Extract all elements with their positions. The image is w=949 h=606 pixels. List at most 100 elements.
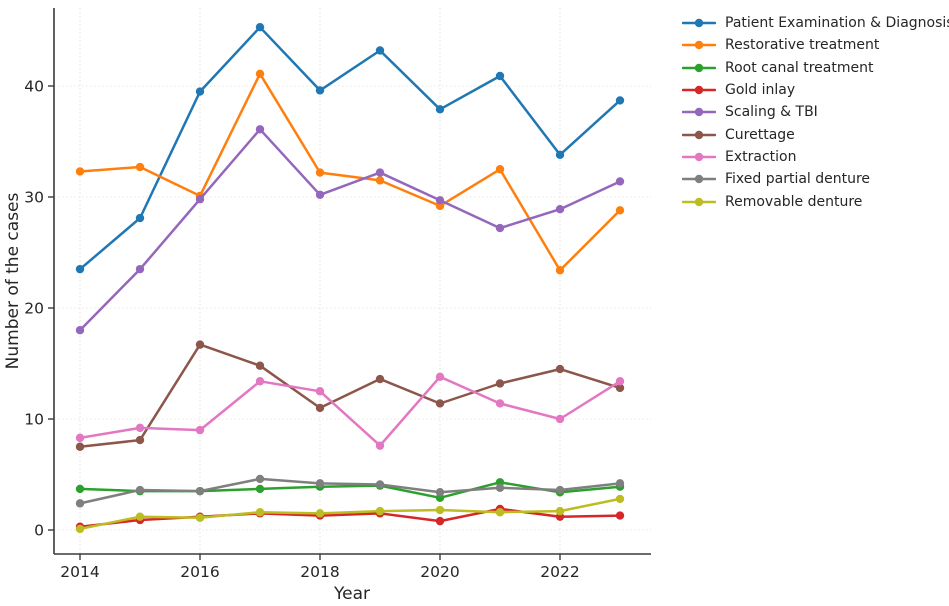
data-point-marker[interactable] [75,433,85,443]
data-point-marker[interactable] [135,485,145,495]
data-point-marker[interactable] [255,361,265,370]
data-point-marker[interactable] [315,509,325,518]
legend-dot [694,130,704,139]
data-point-marker[interactable] [495,508,505,517]
data-point-marker[interactable] [435,505,445,515]
data-point-marker[interactable] [255,22,265,32]
legend-dot [694,18,704,28]
data-point-marker[interactable] [495,379,505,388]
data-point-marker[interactable] [255,508,265,517]
data-point-marker[interactable] [555,414,565,424]
legend-item[interactable]: Restorative treatment [682,34,949,56]
data-point-marker[interactable] [135,423,145,433]
data-point-marker[interactable] [375,176,385,185]
data-point-marker[interactable] [375,506,385,516]
data-point-marker[interactable] [75,264,85,274]
x-tick-label: 2018 [300,563,339,581]
data-point-marker[interactable] [195,425,205,435]
data-point-marker[interactable] [495,71,505,81]
data-point-marker[interactable] [315,86,325,95]
data-point-marker[interactable] [75,442,85,451]
data-point-marker[interactable] [255,377,265,386]
legend-item[interactable]: Scaling & TBI [682,101,949,123]
data-point-marker[interactable] [615,494,625,504]
data-point-marker[interactable] [435,488,445,497]
legend-marker-icon [682,85,716,95]
data-point-marker[interactable] [195,486,205,496]
data-point-marker[interactable] [135,213,145,223]
data-point-marker[interactable] [135,435,145,445]
data-point-marker[interactable] [135,162,145,172]
data-point-marker[interactable] [195,513,205,522]
data-point-marker[interactable] [255,484,265,494]
data-point-marker[interactable] [555,205,565,214]
legend-marker-icon [682,63,716,72]
data-point-marker[interactable] [495,483,505,493]
y-axis-title: Number of the cases [3,193,23,370]
legend-item[interactable]: Patient Examination & Diagnosis [682,12,949,34]
data-point-marker[interactable] [315,479,325,488]
data-point-marker[interactable] [255,474,265,484]
series-line [78,375,622,447]
data-point-marker[interactable] [495,223,505,233]
data-point-marker[interactable] [555,485,565,495]
data-point-marker[interactable] [195,195,205,204]
series-restorative-treatment [75,69,625,275]
legend-dot [694,152,704,162]
legend-label: Gold inlay [725,82,796,99]
data-point-marker[interactable] [315,190,325,199]
data-point-marker[interactable] [375,374,385,384]
data-point-marker[interactable] [135,512,145,521]
data-point-marker[interactable] [555,150,565,160]
data-point-marker[interactable] [315,403,325,413]
data-point-marker[interactable] [75,499,85,508]
data-point-marker[interactable] [75,484,85,494]
data-point-marker[interactable] [435,372,445,382]
legend-item[interactable]: Removable denture [682,190,949,212]
legend-item[interactable]: Curettage [682,123,949,145]
data-point-marker[interactable] [615,96,625,105]
data-point-marker[interactable] [555,364,565,374]
data-point-marker[interactable] [615,383,625,393]
data-point-marker[interactable] [315,168,325,177]
data-point-marker[interactable] [375,46,385,55]
data-point-marker[interactable] [75,524,85,534]
data-point-marker[interactable] [75,326,85,335]
data-point-marker[interactable] [75,167,85,176]
data-point-marker[interactable] [435,196,445,205]
data-point-marker[interactable] [615,479,625,488]
data-point-marker[interactable] [495,399,505,408]
legend-marker-icon [682,152,716,162]
legend-item[interactable]: Root canal treatment [682,57,949,79]
data-point-marker[interactable] [435,399,445,408]
legend-item[interactable]: Gold inlay [682,79,949,101]
y-tick-label: 0 [34,522,44,540]
data-point-marker[interactable] [555,506,565,516]
data-point-marker[interactable] [495,165,505,174]
data-point-marker[interactable] [435,105,445,114]
data-point-marker[interactable] [375,480,385,489]
data-point-marker[interactable] [195,340,205,349]
data-point-marker[interactable] [255,125,265,134]
data-point-marker[interactable] [435,516,445,526]
legend-dot [694,63,704,72]
legend-label: Removable denture [725,193,863,210]
x-tick-label: 2022 [540,563,579,581]
legend-item[interactable]: Fixed partial denture [682,168,949,190]
data-point-marker[interactable] [315,387,325,396]
data-point-marker[interactable] [195,87,205,96]
data-point-marker[interactable] [555,266,565,275]
data-series [75,22,625,534]
data-point-marker[interactable] [615,511,625,520]
data-point-marker[interactable] [375,168,385,177]
data-point-marker[interactable] [135,264,145,274]
data-point-marker[interactable] [615,206,625,215]
data-point-marker[interactable] [255,69,265,78]
legend-marker-icon [682,197,716,206]
data-point-marker[interactable] [615,177,625,186]
data-point-marker[interactable] [375,441,385,450]
axes-spines [53,8,651,555]
data-point-marker[interactable] [615,377,625,386]
legend-item[interactable]: Extraction [682,146,949,168]
